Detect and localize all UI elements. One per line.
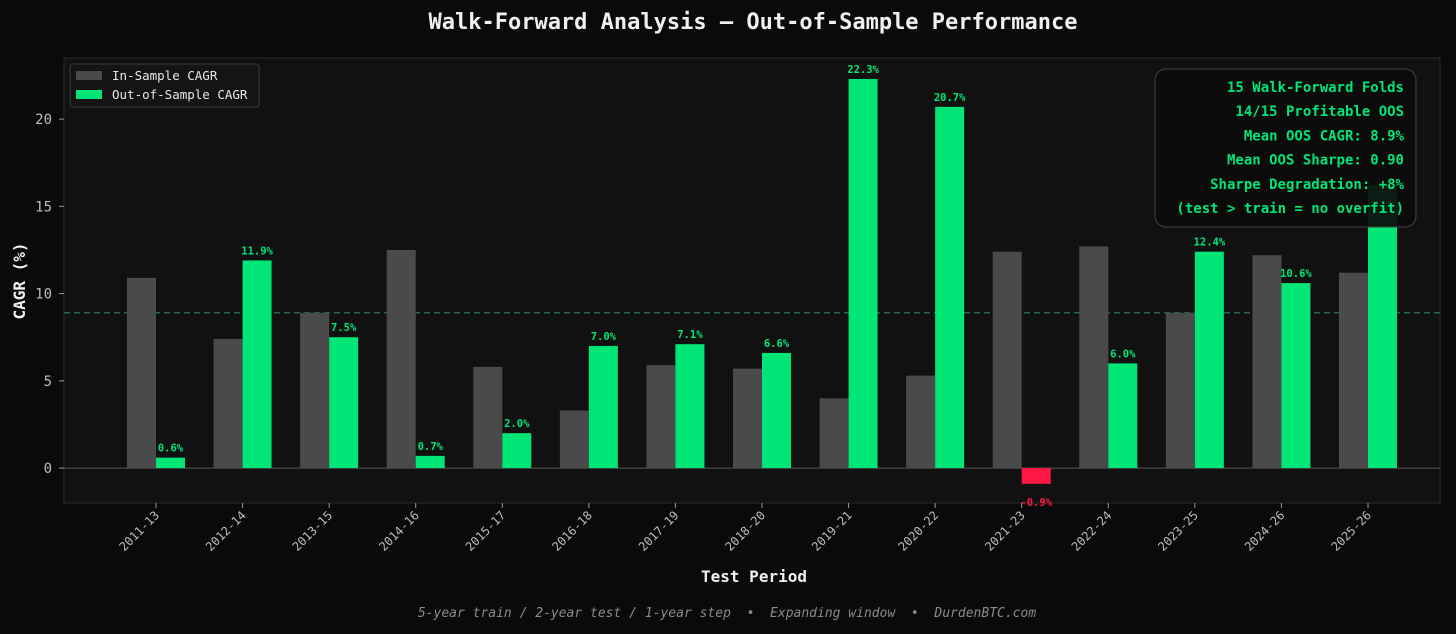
oos-data-label: -0.9%: [1020, 497, 1052, 509]
stats-line: 15 Walk-Forward Folds: [1227, 80, 1404, 96]
oos-data-label: 20.7%: [934, 92, 966, 104]
stats-line: Mean OOS CAGR: 8.9%: [1244, 128, 1405, 144]
oos-bar: [1021, 468, 1051, 484]
in-sample-bar: [1079, 246, 1109, 469]
oos-bar: [415, 455, 445, 469]
oos-data-label: 0.7%: [418, 441, 444, 453]
legend-swatch: [76, 71, 102, 80]
x-tick-label: 2020-22: [896, 508, 942, 554]
legend-label: In-Sample CAGR: [112, 68, 218, 83]
legend-swatch: [76, 90, 102, 99]
y-tick-label: 20: [35, 112, 52, 128]
oos-data-label: 10.6%: [1280, 268, 1312, 280]
y-axis: 0 5 10 15 20: [35, 112, 64, 477]
footnote: 5-year train / 2-year test / 1-year step…: [418, 606, 1036, 621]
oos-data-label: 7.0%: [591, 331, 617, 343]
in-sample-bar: [1339, 272, 1368, 469]
oos-bar: [1281, 283, 1311, 469]
oos-data-label: 6.6%: [764, 338, 790, 350]
stats-line: 14/15 Profitable OOS: [1235, 104, 1404, 120]
oos-data-label: 2.0%: [504, 418, 530, 430]
y-tick-label: 0: [44, 461, 52, 477]
chart-title: Walk-Forward Analysis — Out-of-Sample Pe…: [428, 10, 1077, 35]
oos-data-label: 7.5%: [331, 322, 357, 334]
x-tick-label: 2012-14: [203, 508, 249, 554]
stats-line: (test > train = no overfit): [1176, 201, 1404, 217]
in-sample-bar: [906, 375, 936, 469]
x-axis: 2011-13 2012-14 2013-15 2014-16 2015-17 2016-…: [116, 503, 1374, 554]
oos-bar: [588, 345, 618, 469]
in-sample-bar: [1165, 312, 1195, 469]
mean-line-layer: [64, 312, 1440, 469]
stats-line: Mean OOS Sharpe: 0.90: [1227, 153, 1404, 169]
x-tick-label: 2016-18: [549, 508, 595, 554]
in-sample-bar: [1252, 255, 1282, 469]
oos-bar: [329, 337, 359, 469]
oos-data-label: 6.0%: [1110, 348, 1136, 360]
oos-data-label: 0.6%: [158, 443, 184, 455]
stats-line: Sharpe Degradation: +8%: [1210, 177, 1404, 193]
oos-bar: [675, 344, 705, 469]
in-sample-bar: [386, 249, 416, 469]
x-tick-label: 2017-19: [636, 508, 682, 554]
y-tick-label: 5: [44, 374, 52, 390]
x-tick-label: 2024-26: [1242, 508, 1288, 554]
x-tick-label: 2018-20: [722, 508, 768, 554]
legend-label: Out-of-Sample CAGR: [112, 87, 248, 102]
x-tick-label: 2011-13: [116, 508, 162, 554]
oos-bar: [1108, 363, 1138, 469]
y-axis-label: CAGR (%): [10, 242, 29, 319]
data-labels-layer: 0.6% 11.9% 7.5% 0.7% 2.0% 7.0% 7.1% 6.6% 22.3% 20…: [158, 64, 1313, 509]
x-tick-label: 2013-15: [290, 508, 336, 554]
in-sample-bar: [473, 366, 503, 469]
x-tick-label: 2021-23: [982, 508, 1028, 554]
legend: In-Sample CAGR Out-of-Sample CAGR: [69, 63, 260, 108]
x-tick-label: 2019-21: [809, 508, 855, 554]
y-tick-label: 15: [35, 199, 52, 215]
oos-bar: [156, 457, 185, 469]
x-tick-label: 2023-25: [1155, 508, 1201, 554]
stats-box: 15 Walk-Forward Folds 14/15 Profitable OO…: [1154, 68, 1417, 228]
stats-box-frame: [1154, 68, 1417, 228]
in-sample-bar: [646, 365, 676, 469]
oos-bar: [935, 106, 965, 469]
bars-layer: [127, 78, 1397, 484]
oos-data-label: 7.1%: [677, 329, 703, 341]
in-sample-bar: [819, 398, 849, 469]
oos-bar: [502, 433, 532, 469]
x-tick-label: 2015-17: [463, 508, 509, 554]
x-tick-label: 2014-16: [376, 508, 422, 554]
x-tick-label: 2025-26: [1328, 508, 1374, 554]
x-tick-label: 2022-24: [1069, 508, 1115, 554]
in-sample-bar: [992, 251, 1022, 469]
in-sample-bar: [733, 368, 762, 469]
oos-bar: [242, 260, 272, 469]
in-sample-bar: [127, 277, 156, 469]
in-sample-bar: [559, 410, 589, 469]
oos-data-label: 22.3%: [847, 64, 879, 76]
oos-data-label: 12.4%: [1194, 237, 1226, 249]
oos-bar: [848, 78, 878, 469]
y-tick-label: 10: [35, 287, 52, 303]
in-sample-bar: [300, 312, 330, 469]
oos-bar: [762, 352, 791, 469]
in-sample-bar: [213, 338, 243, 469]
legend-box: [69, 63, 260, 108]
oos-bar: [1194, 251, 1224, 469]
oos-data-label: 11.9%: [241, 245, 273, 257]
oos-bar: [1368, 185, 1397, 469]
x-axis-label: Test Period: [701, 567, 807, 586]
